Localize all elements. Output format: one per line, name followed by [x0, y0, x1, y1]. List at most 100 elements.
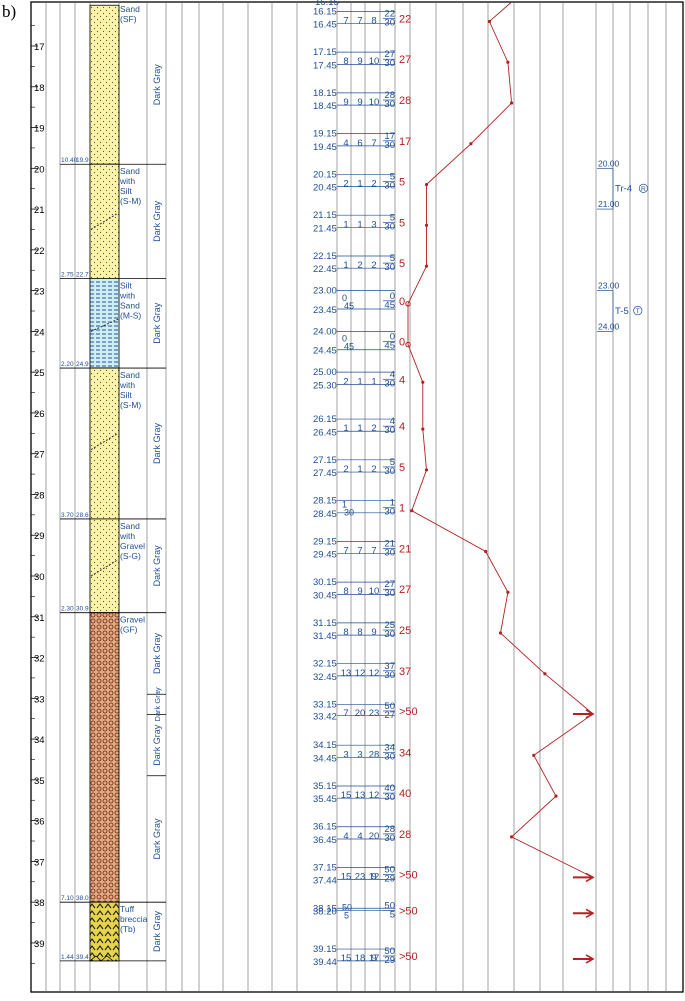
test-end-depth: 37.44: [313, 875, 337, 886]
blow-count: 15: [341, 953, 352, 964]
n-value: >50: [399, 706, 418, 718]
fraction-blows: 28: [384, 90, 395, 101]
spt-point: [424, 264, 429, 268]
depth-tick-label: 33: [34, 694, 45, 705]
layer-description: (S-M): [120, 400, 141, 410]
n-value: 22: [399, 13, 411, 25]
n-value: 17: [399, 136, 411, 148]
refusal-arrow-head: [585, 709, 595, 719]
fraction-penetration: 30: [384, 99, 395, 110]
blow-count: 7: [371, 138, 376, 149]
test-end-depth: 24.45: [313, 346, 337, 357]
blow-count: 6: [357, 138, 362, 149]
test-start-depth: 27.15: [313, 455, 337, 466]
n-value: 37: [399, 666, 411, 678]
gradational-contact-line: [90, 432, 119, 451]
spt-point: [421, 380, 425, 384]
fraction-blows: 27: [384, 49, 395, 60]
spt-point: [424, 468, 429, 472]
blow-count: 10: [369, 56, 380, 67]
sample-bottom-depth: 21.00: [598, 199, 620, 209]
spt-point: [424, 182, 429, 187]
n-value: 1: [399, 503, 405, 515]
blow-count: 8: [343, 586, 348, 597]
test-start-depth: 17.15: [313, 47, 337, 58]
test-start-depth: 28.15: [313, 496, 337, 507]
n-value: 25: [399, 625, 411, 637]
refusal-arrow-head: [585, 908, 595, 918]
depth-tick-label: 39: [34, 939, 45, 950]
soil-color-label: Dark Gray: [152, 302, 162, 344]
layer-pattern: [89, 4, 120, 165]
figure-label: b): [2, 2, 17, 21]
layer-description: Silt: [120, 390, 132, 400]
blow-count: 8: [357, 627, 362, 638]
layer-pattern: [89, 612, 120, 903]
spt-point: [484, 549, 488, 554]
fraction-blows: 34: [384, 742, 395, 753]
test-end-depth: 29.45: [313, 550, 337, 561]
fraction-penetration: 30: [384, 378, 395, 389]
test-end-depth: 32.45: [313, 672, 337, 683]
fraction-blows: 5: [390, 457, 395, 468]
spt-curve-start: [489, 1, 512, 22]
n-value: 4: [399, 374, 405, 386]
fraction-blows: 21: [384, 538, 395, 549]
blow-count: 3: [371, 219, 376, 230]
spt-point: [510, 835, 514, 839]
layer-thickness-label: 2.30: [61, 606, 74, 613]
test-end-depth: 39.44: [313, 957, 337, 968]
layer-description: (S-M): [120, 196, 141, 206]
fraction-penetration: 30: [384, 140, 395, 151]
fraction-blows: 4: [390, 416, 395, 427]
layer-thickness-label: 2.75: [61, 271, 74, 278]
layer-thickness-label: 1.44: [61, 954, 74, 961]
test-start-depth: 29.15: [313, 536, 337, 547]
test-start-depth: 31.15: [313, 618, 337, 629]
depth-tick-label: 20: [34, 164, 45, 175]
test-start-depth: 37.15: [313, 863, 337, 874]
test-end-depth: 17.45: [313, 60, 337, 71]
spt-curve: [407, 21, 594, 878]
depth-tick-label: 37: [34, 857, 45, 868]
n-value: 5: [399, 258, 405, 270]
spt-point: [410, 509, 414, 513]
layer-depth-label: 24.9: [76, 361, 89, 368]
test-start-depth: 34.15: [313, 740, 337, 751]
blow-count: 1: [342, 500, 347, 510]
test-start-depth: 39.15: [313, 944, 337, 955]
layer-description: (GF): [120, 625, 138, 635]
spt-point: [543, 672, 547, 676]
test-start-depth: 32.15: [313, 659, 337, 670]
test-start-depth: 21.15: [313, 210, 337, 221]
blow-count: 1: [343, 423, 348, 434]
blow-count: 23: [355, 871, 366, 882]
fraction-penetration: 30: [384, 629, 395, 640]
fraction-penetration: 29: [384, 955, 395, 966]
sample-label: T-5: [615, 306, 629, 317]
layer-description: Sand: [120, 4, 140, 14]
blow-count: 12: [369, 871, 380, 882]
test-start-depth: 36.15: [313, 822, 337, 833]
blow-count: 4: [343, 138, 348, 149]
depth-tick-label: 18: [34, 83, 45, 94]
blow-count: 4: [357, 831, 362, 842]
test-end-depth: 22.45: [313, 264, 337, 275]
blow-count: 2: [371, 179, 376, 190]
blow-count: 2: [343, 464, 348, 475]
test-start-depth: 20.15: [313, 169, 337, 180]
depth-tick-label: 31: [34, 613, 45, 624]
test-end-depth: 31.45: [313, 631, 337, 642]
fraction-blows: 50: [384, 864, 395, 875]
fraction-blows: 28: [384, 824, 395, 835]
blow-count: 7: [343, 15, 348, 26]
test-end-depth: 20.45: [313, 183, 337, 194]
fraction-penetration: 30: [384, 588, 395, 599]
blow-count: 9: [371, 627, 376, 638]
layer-description: (Tb): [120, 924, 136, 934]
blow-count: 10: [369, 586, 380, 597]
spt-point: [487, 19, 491, 24]
depth-tick-label: 30: [34, 572, 45, 583]
n-value: 28: [399, 95, 411, 107]
